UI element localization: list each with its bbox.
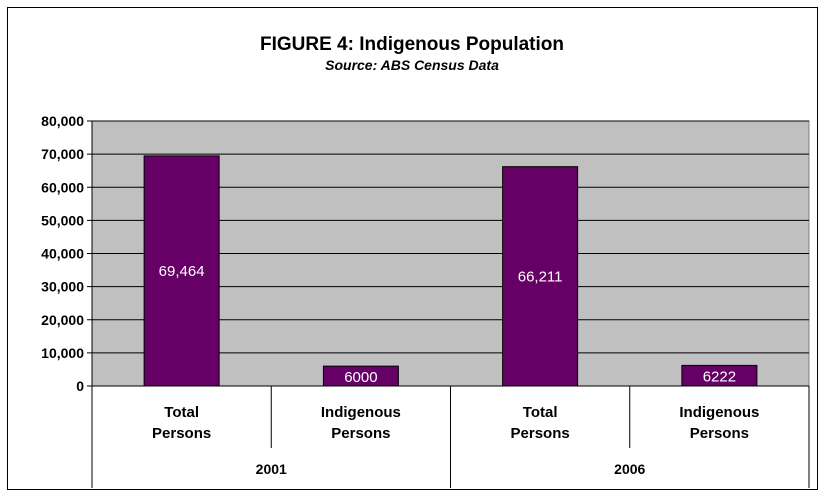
- chart-frame: FIGURE 4: Indigenous Population Source: …: [7, 7, 818, 490]
- x-category-labels: Total Persons Indigenous Persons Total Person…: [152, 404, 759, 477]
- y-tick-labels: 0 10,000 20,000 30,000 40,000 50,000 60,000 70,…: [41, 113, 84, 394]
- x-group-label: 2006: [614, 461, 645, 477]
- x-category-label: Total: [523, 404, 558, 421]
- y-tick-label: 60,000: [41, 179, 84, 195]
- y-tick-label: 10,000: [41, 345, 84, 361]
- data-label: 69,464: [159, 263, 205, 280]
- y-tick-label: 80,000: [41, 113, 84, 129]
- bars: [143, 155, 758, 387]
- bar: [143, 155, 220, 387]
- y-tick-label: 40,000: [41, 246, 84, 262]
- data-label: 6222: [703, 369, 736, 386]
- data-labels: 69,464 6000 66,211 6222: [159, 263, 736, 386]
- chart-title: FIGURE 4: Indigenous Population: [260, 34, 564, 55]
- bar: [502, 166, 579, 387]
- x-category-label: Indigenous: [679, 404, 759, 421]
- data-label: 66,211: [518, 268, 563, 285]
- x-category-label: Total: [164, 404, 199, 421]
- x-category-label: Persons: [511, 425, 570, 442]
- axes: [87, 120, 810, 488]
- x-category-label: Persons: [690, 425, 749, 442]
- y-tick-label: 0: [76, 378, 84, 394]
- x-category-label: Indigenous: [321, 404, 401, 421]
- x-category-label: Persons: [152, 425, 211, 442]
- x-group-label: 2001: [256, 461, 287, 477]
- data-label: 6000: [344, 369, 377, 386]
- chart-subtitle: Source: ABS Census Data: [325, 57, 499, 73]
- y-tick-label: 50,000: [41, 212, 84, 228]
- chart: FIGURE 4: Indigenous Population Source: …: [41, 34, 810, 488]
- x-category-label: Persons: [331, 425, 390, 442]
- y-tick-label: 70,000: [41, 146, 84, 162]
- y-tick-label: 30,000: [41, 279, 84, 295]
- y-tick-label: 20,000: [41, 312, 84, 328]
